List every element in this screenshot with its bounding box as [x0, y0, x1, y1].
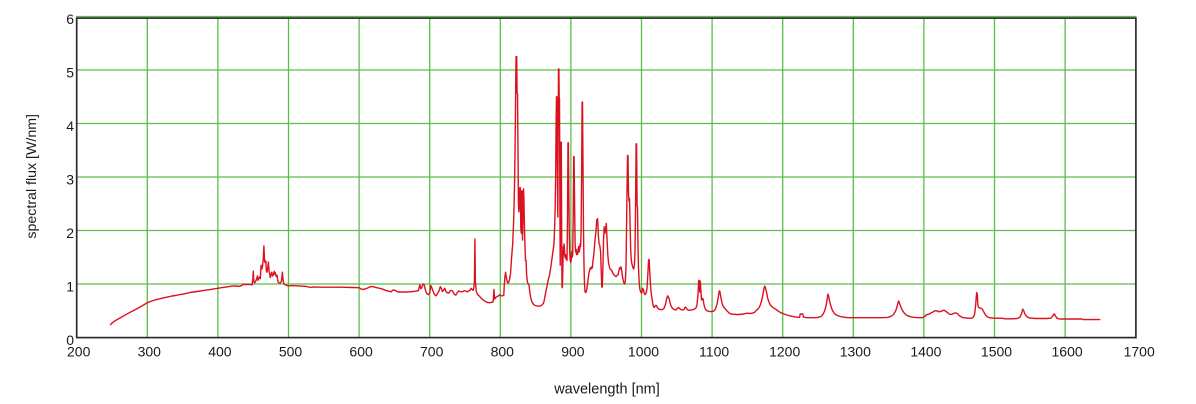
svg-text:1300: 1300 — [840, 344, 871, 360]
svg-text:200: 200 — [67, 344, 91, 360]
svg-text:1600: 1600 — [1052, 344, 1083, 360]
svg-text:wavelength [nm]: wavelength [nm] — [553, 382, 660, 398]
svg-text:4: 4 — [66, 118, 74, 134]
svg-text:6: 6 — [66, 11, 74, 27]
svg-text:300: 300 — [138, 344, 162, 360]
svg-text:1100: 1100 — [699, 344, 729, 360]
svg-text:700: 700 — [420, 344, 444, 360]
svg-text:500: 500 — [279, 344, 303, 360]
svg-text:1000: 1000 — [628, 344, 659, 360]
svg-text:600: 600 — [349, 344, 373, 360]
svg-text:1700: 1700 — [1124, 344, 1155, 360]
svg-text:400: 400 — [208, 344, 232, 360]
svg-text:0: 0 — [66, 332, 74, 348]
svg-text:2: 2 — [66, 225, 74, 241]
svg-text:1500: 1500 — [981, 344, 1012, 360]
svg-text:1400: 1400 — [910, 344, 941, 360]
svg-text:900: 900 — [561, 344, 585, 360]
svg-text:1200: 1200 — [769, 344, 800, 360]
svg-text:5: 5 — [66, 64, 74, 80]
svg-text:1: 1 — [66, 278, 74, 294]
svg-text:800: 800 — [491, 344, 515, 360]
svg-text:3: 3 — [66, 171, 74, 187]
svg-text:spectral flux [W/nm]: spectral flux [W/nm] — [24, 114, 40, 239]
